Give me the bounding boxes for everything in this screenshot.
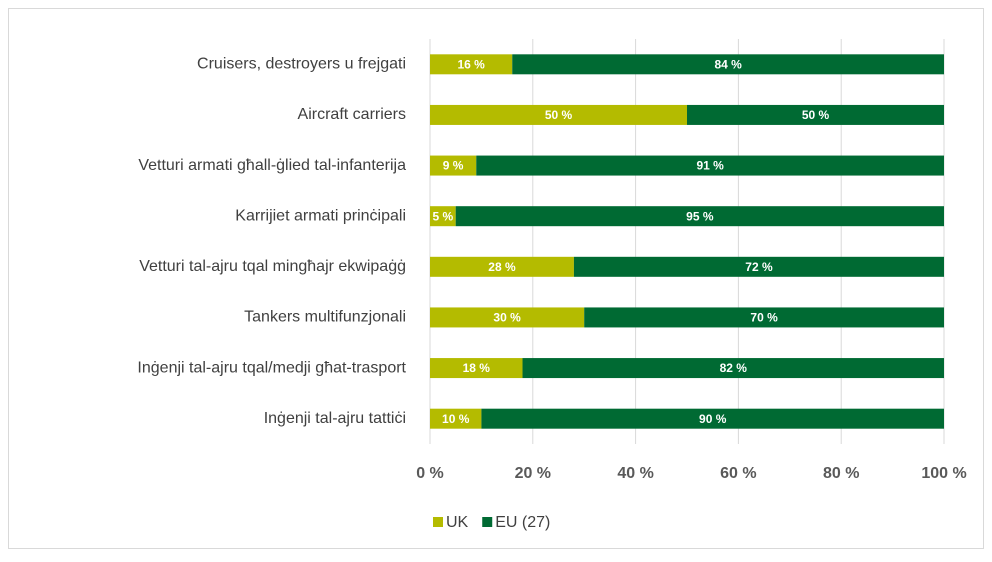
bar-segment	[430, 104, 687, 125]
bar-segment	[430, 206, 456, 227]
x-tick-label: 100 %	[921, 465, 966, 482]
value-label: 95 %	[686, 209, 714, 223]
value-label: 50 %	[802, 108, 830, 122]
x-tick-label: 20 %	[515, 465, 551, 482]
value-label: 84 %	[714, 57, 742, 71]
legend-label: EU (27)	[495, 514, 550, 531]
bar-segment	[430, 307, 585, 328]
value-label: 16 %	[457, 57, 485, 71]
bar-segment	[430, 408, 482, 429]
chart-border	[8, 8, 984, 549]
y-tick-label: Karrijiet armati prinċipali	[235, 207, 406, 224]
value-label: 10 %	[442, 412, 470, 426]
bar-segment	[430, 54, 513, 75]
value-label: 5 %	[433, 209, 454, 223]
x-tick-label: 40 %	[617, 465, 653, 482]
x-tick-label: 60 %	[720, 465, 756, 482]
bar-segment	[584, 307, 944, 328]
value-label: 18 %	[463, 361, 491, 375]
bar-segment	[522, 358, 944, 379]
bar-segment	[512, 54, 944, 75]
value-label: 30 %	[493, 311, 521, 325]
value-label: 50 %	[545, 108, 573, 122]
legend-swatch	[482, 517, 493, 527]
y-tick-label: Vetturi armati għall-ġlied tal-infanteri…	[138, 157, 406, 174]
bar-segment	[430, 155, 477, 176]
y-tick-label: Inġenji tal-ajru tattiċi	[264, 410, 406, 427]
y-tick-label: Cruisers, destroyers u frejgati	[197, 56, 406, 73]
value-label: 9 %	[443, 159, 464, 173]
bar-segment	[476, 155, 944, 176]
bar-segment	[573, 256, 944, 277]
y-tick-label: Inġenji tal-ajru tqal/medji għat-traspor…	[137, 359, 406, 376]
y-tick-label: Aircraft carriers	[298, 106, 406, 123]
value-label: 90 %	[699, 412, 727, 426]
x-tick-label: 80 %	[823, 465, 859, 482]
value-label: 28 %	[488, 260, 516, 274]
legend-label: UK	[446, 514, 469, 531]
bar-segment	[687, 104, 944, 125]
value-label: 70 %	[750, 311, 778, 325]
value-label: 82 %	[720, 361, 748, 375]
bar-segment	[481, 408, 944, 429]
bar-segment	[430, 358, 523, 379]
value-label: 72 %	[745, 260, 773, 274]
legend-swatch	[433, 517, 443, 527]
x-tick-label: 0 %	[416, 465, 444, 482]
bar-segment	[455, 206, 944, 227]
value-label: 91 %	[696, 159, 724, 173]
y-tick-label: Tankers multifunzjonali	[244, 309, 406, 326]
y-tick-label: Vetturi tal-ajru tqal mingħajr ekwipaġġ	[139, 258, 406, 275]
bar-segment	[430, 256, 574, 277]
